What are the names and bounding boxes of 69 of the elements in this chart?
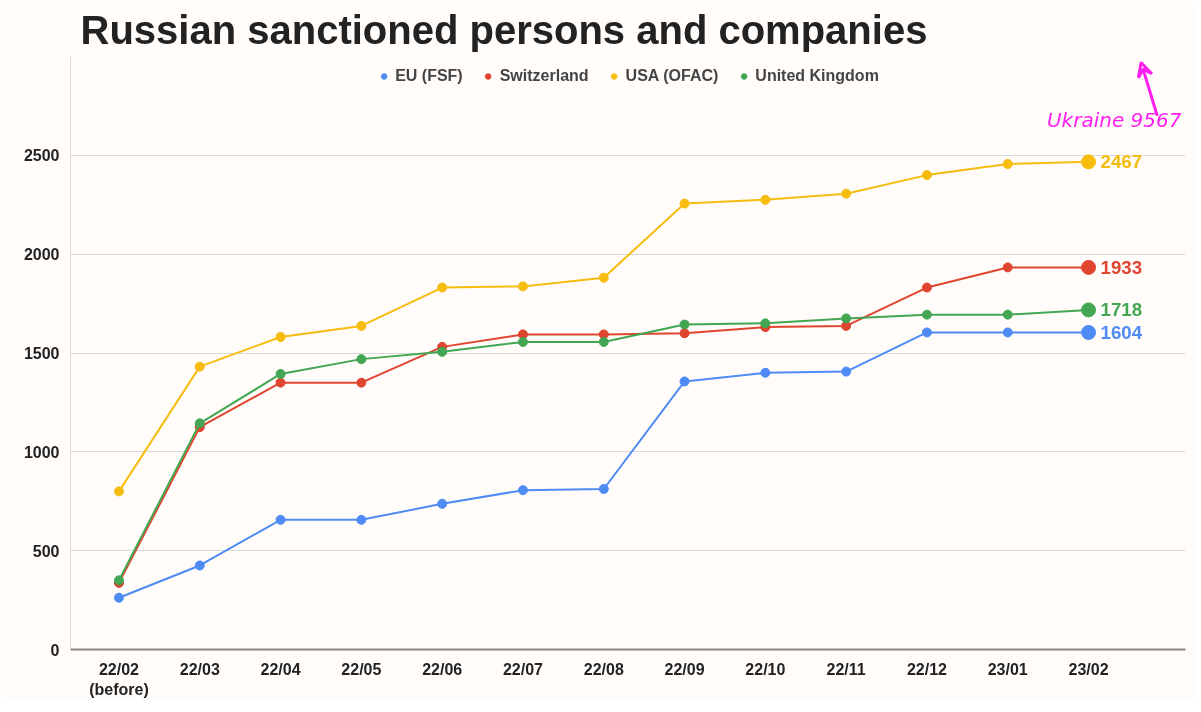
point xyxy=(679,319,690,330)
point xyxy=(275,514,286,525)
x-tick-label: 22/02 (before) xyxy=(89,660,149,698)
y-tick-label: 500 xyxy=(32,542,60,560)
y-tick-label: 0 xyxy=(50,641,60,659)
point xyxy=(598,484,609,494)
point xyxy=(356,320,367,331)
point xyxy=(356,354,367,365)
point xyxy=(517,485,528,496)
x-tick-label: 22/10 xyxy=(745,660,786,678)
legend-label: EU (FSF) xyxy=(395,67,463,85)
x-tick-label: 22/03 xyxy=(179,660,220,678)
point xyxy=(194,560,205,571)
point xyxy=(194,361,205,372)
point xyxy=(437,282,448,293)
data-label: 2467 xyxy=(1100,151,1143,173)
x-tick-label: 22/04 xyxy=(260,660,301,678)
y-tick-label: 1500 xyxy=(23,345,60,362)
x-tick-label: 23/01 xyxy=(987,660,1028,678)
point xyxy=(275,332,286,342)
legend-label: USA (OFAC) xyxy=(625,67,719,85)
point xyxy=(1002,159,1013,170)
point xyxy=(598,336,609,347)
x-tick-label: 22/11 xyxy=(826,660,866,678)
point xyxy=(1002,309,1013,320)
data-label: 1604 xyxy=(1100,321,1143,343)
x-tick-label: 22/08 xyxy=(583,660,624,678)
x-tick-label: 23/02 xyxy=(1068,660,1109,678)
point xyxy=(841,313,852,324)
x-tick-label: 22/09 xyxy=(664,660,705,678)
data-label: 1718 xyxy=(1100,299,1143,321)
point xyxy=(1002,327,1013,338)
point xyxy=(679,198,690,209)
point xyxy=(437,498,448,509)
point xyxy=(275,377,286,388)
y-tick-label: 1000 xyxy=(23,443,60,461)
point xyxy=(841,366,852,377)
point xyxy=(921,170,932,181)
x-tick-label: 22/07 xyxy=(502,660,544,678)
point xyxy=(1002,262,1013,273)
point xyxy=(921,309,932,320)
y-tick-label: 2000 xyxy=(23,246,60,264)
legend-label: United Kingdom xyxy=(755,67,879,85)
point xyxy=(275,368,286,379)
x-tick-label: 22/12 xyxy=(906,660,948,678)
point xyxy=(921,327,932,338)
point xyxy=(760,367,771,378)
point xyxy=(517,281,528,292)
point xyxy=(437,346,448,357)
point xyxy=(760,318,771,329)
point xyxy=(598,272,609,283)
point xyxy=(921,282,932,293)
x-tick-label: 22/05 xyxy=(341,660,382,678)
point xyxy=(679,376,690,387)
x-tick-label: 22/06 xyxy=(422,660,463,678)
point xyxy=(679,328,690,339)
annotation: Ukraine 9567 xyxy=(1046,107,1182,132)
point xyxy=(760,194,771,205)
point xyxy=(356,514,367,525)
point xyxy=(356,377,367,388)
data-label: 1933 xyxy=(1100,256,1143,278)
legend-label: Switzerland xyxy=(499,67,589,85)
point xyxy=(113,486,124,497)
point xyxy=(194,418,205,429)
y-tick-label: 2500 xyxy=(23,147,60,165)
point xyxy=(113,592,124,603)
chart-title: Russian sanctioned persons and companies xyxy=(80,7,928,52)
point xyxy=(517,336,528,347)
point xyxy=(841,188,852,199)
